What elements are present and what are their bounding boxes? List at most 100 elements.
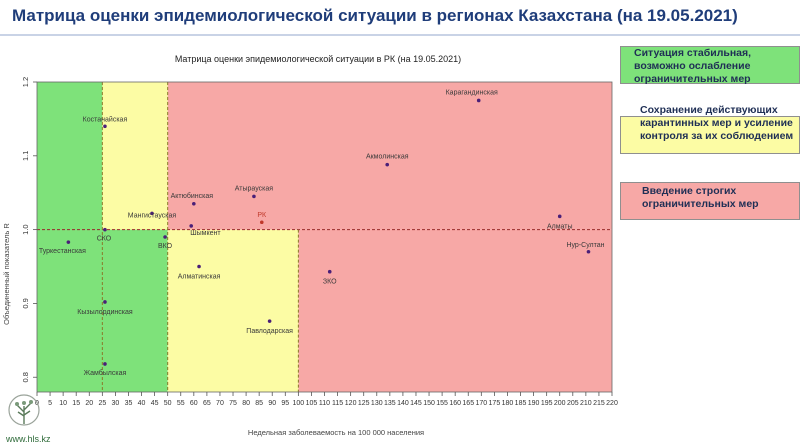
legend-swatch-strict bbox=[620, 182, 800, 220]
y-tick-label-3: 1.1 bbox=[21, 151, 30, 161]
x-tick-label-5: 25 bbox=[98, 400, 106, 407]
x-axis-label: Недельная заболеваемость на 100 000 насе… bbox=[248, 428, 424, 437]
point-label-3: Кызылординская bbox=[77, 309, 133, 316]
point-label-17: Нур-Султан bbox=[566, 242, 604, 249]
x-tick-label-21: 105 bbox=[306, 400, 318, 407]
point-10 bbox=[252, 194, 256, 199]
y-tick-label-4: 1.2 bbox=[21, 77, 30, 87]
point-14 bbox=[385, 162, 390, 167]
x-tick-label-34: 170 bbox=[475, 400, 487, 407]
page-title: Матрица оценки эпидемиологической ситуац… bbox=[12, 6, 738, 25]
x-tick-label-6: 30 bbox=[112, 400, 120, 407]
x-tick-label-26: 130 bbox=[371, 400, 383, 407]
x-tick-label-24: 120 bbox=[345, 400, 357, 407]
x-tick-label-20: 100 bbox=[293, 400, 305, 407]
point-label-15: Карагандинская bbox=[446, 89, 498, 96]
x-tick-label-11: 55 bbox=[177, 400, 185, 407]
x-tick-label-39: 195 bbox=[541, 400, 553, 407]
point-12 bbox=[267, 319, 272, 323]
x-tick-label-32: 160 bbox=[449, 400, 461, 407]
point-label-13: ЗКО bbox=[323, 279, 337, 286]
scatter-chart: Матрица оценки эпидемиологической ситуац… bbox=[2, 54, 618, 437]
x-tick-label-3: 15 bbox=[72, 400, 80, 407]
x-tick-label-25: 125 bbox=[358, 400, 370, 407]
point-13 bbox=[327, 269, 332, 274]
x-tick-label-7: 35 bbox=[125, 400, 133, 407]
x-tick-label-38: 190 bbox=[528, 400, 540, 407]
website-link[interactable]: www.hls.kz bbox=[6, 434, 51, 444]
point-label-8: Актюбинская bbox=[171, 192, 214, 200]
y-tick-label-0: 0.8 bbox=[21, 372, 30, 382]
reference-lines-layer bbox=[37, 82, 612, 392]
point-label-12: Павлодарская bbox=[246, 328, 293, 335]
point-0 bbox=[103, 124, 107, 129]
point-3 bbox=[103, 300, 107, 304]
zone-1 bbox=[102, 82, 168, 230]
point-11 bbox=[259, 220, 264, 225]
x-tick-label-2: 10 bbox=[59, 400, 67, 407]
x-tick-label-27: 135 bbox=[384, 400, 396, 407]
legend-swatch-maintain bbox=[620, 116, 800, 154]
x-tick-label-8: 40 bbox=[138, 400, 146, 407]
x-tick-label-23: 115 bbox=[332, 400, 343, 407]
x-tick-label-1: 5 bbox=[48, 400, 52, 407]
points-layer: Костанайская СКО Туркестанская Кызылординск… bbox=[39, 89, 605, 377]
x-tick-label-42: 210 bbox=[580, 400, 592, 407]
x-tick-label-43: 215 bbox=[593, 400, 605, 407]
point-label-11: РК bbox=[257, 212, 267, 219]
x-tick-label-44: 220 bbox=[606, 400, 618, 407]
x-tick-label-28: 140 bbox=[397, 400, 409, 407]
point-label-1: СКО bbox=[97, 236, 112, 243]
point-label-0: Костанайская bbox=[83, 115, 128, 123]
x-tick-label-9: 45 bbox=[151, 400, 159, 407]
point-8 bbox=[192, 201, 196, 206]
x-tick-label-15: 75 bbox=[229, 400, 237, 407]
x-tick-label-33: 165 bbox=[462, 400, 474, 407]
zone-2 bbox=[167, 229, 299, 392]
x-tick-label-30: 150 bbox=[423, 400, 435, 407]
legend-label-strict: Введение строгих ограничительных мер bbox=[642, 185, 759, 210]
chart-title: Матрица оценки эпидемиологической ситуац… bbox=[175, 54, 461, 64]
x-tick-label-18: 90 bbox=[268, 400, 276, 407]
legend-swatch-stable bbox=[620, 46, 800, 84]
legend-label-maintain: Сохранение действующих карантинных мер и… bbox=[640, 104, 794, 142]
point-label-9: Алматинская bbox=[178, 274, 221, 281]
point-5 bbox=[150, 211, 154, 216]
point-7 bbox=[189, 224, 194, 228]
x-tick-label-37: 185 bbox=[515, 400, 527, 407]
zone-4 bbox=[298, 229, 612, 392]
axes-layer: 0 5 10 15 20 25 30 35 40 45 50 55 60 65 70 75 80 85 90 95 10… bbox=[21, 77, 618, 407]
x-tick-label-13: 65 bbox=[203, 400, 211, 407]
x-tick-label-4: 20 bbox=[85, 400, 93, 407]
y-axis-label: Объединенный показатель R bbox=[2, 223, 11, 325]
point-2 bbox=[66, 240, 71, 244]
x-tick-label-41: 205 bbox=[567, 400, 579, 407]
point-6 bbox=[163, 235, 167, 239]
zone-3 bbox=[167, 82, 612, 230]
x-tick-label-17: 85 bbox=[255, 400, 263, 407]
x-tick-label-14: 70 bbox=[216, 400, 224, 407]
x-tick-label-35: 175 bbox=[489, 400, 501, 407]
x-tick-label-31: 155 bbox=[436, 400, 448, 407]
point-label-6: ВКО bbox=[158, 243, 173, 250]
point-label-14: Акмолинская bbox=[366, 154, 409, 161]
point-17 bbox=[586, 249, 591, 254]
x-tick-label-40: 200 bbox=[554, 400, 566, 407]
point-label-4: Жамбылская bbox=[84, 369, 127, 377]
title-divider bbox=[0, 34, 800, 36]
y-tick-label-1: 0.9 bbox=[21, 298, 30, 308]
point-9 bbox=[197, 264, 201, 269]
x-tick-label-16: 80 bbox=[242, 400, 250, 407]
x-tick-label-36: 180 bbox=[502, 400, 514, 407]
x-tick-label-10: 50 bbox=[164, 400, 172, 407]
point-label-2: Туркестанская bbox=[39, 248, 86, 255]
y-tick-label-2: 1.0 bbox=[21, 224, 30, 234]
point-label-16: Алматы bbox=[547, 223, 573, 230]
point-1 bbox=[103, 227, 107, 232]
point-4 bbox=[103, 362, 107, 366]
x-tick-label-12: 60 bbox=[190, 400, 198, 407]
x-tick-label-19: 95 bbox=[281, 400, 289, 407]
x-tick-label-22: 110 bbox=[319, 400, 330, 407]
point-label-7: Шымкент bbox=[190, 230, 221, 237]
point-label-5: Мангистауская bbox=[128, 212, 177, 219]
